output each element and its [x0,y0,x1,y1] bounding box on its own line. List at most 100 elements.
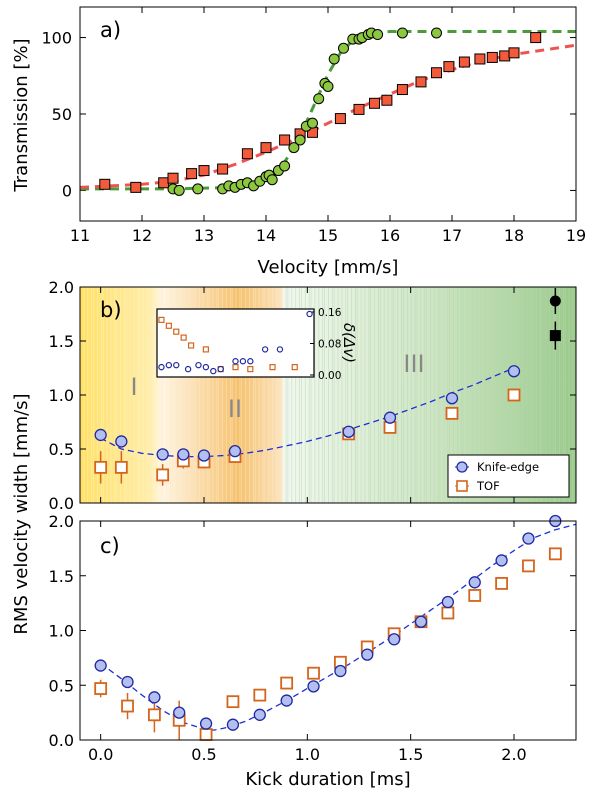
panel-a-xtick-label: 19 [566,226,586,245]
inset-tof-point [247,365,254,373]
inset-knife-point [195,361,202,369]
panel-a-square-point [381,94,393,106]
panel-a-ytick-label: 0 [62,181,72,200]
panel-a-xtick-label: 15 [318,226,338,245]
panel-c-knife-point [495,554,508,567]
panel-b-knife-point [342,425,355,438]
panel-a-ylabel: Transmission [%] [11,38,32,192]
panel-a-square-point [260,142,272,154]
panel-c-ytick-label: 0.0 [49,731,74,750]
panel-b-knife-point [115,435,128,448]
panel-a-circle-point [294,134,306,146]
panel-c-ytick-label: 0.5 [49,676,74,695]
panel-c-knife-point [253,708,266,721]
panel-a-square-point [396,84,408,96]
panel-a-square-point [130,181,142,193]
inset-tof-point [269,364,276,371]
panel-a-xtick-label: 17 [442,226,462,245]
panel-a-square-point [431,67,442,79]
inset-knife-point [247,358,254,365]
panel-a-square-point [443,61,455,73]
panel-a-xlabel: Velocity [mm/s] [258,257,399,278]
panel-c-ytick-label: 2.0 [49,512,74,531]
panel-a-xtick-label: 14 [256,226,276,245]
panel-a-square-point [279,134,291,146]
panel-a-square-point [99,178,111,190]
panel-a-xtick-label: 16 [380,226,400,245]
panel-a-circle-point [288,142,300,154]
legend-label-knife-edge: Knife-edge [477,460,539,474]
inset-knife-point [173,361,180,369]
legend: Knife-edge TOF [447,454,570,498]
inset-ylabel: δ(Δv) [340,323,358,363]
panel-b-knife-point [94,428,107,442]
panel-a: 11 12 13 14 15 16 17 18 19 0 50 100 [41,7,586,245]
panel-a-square-point [353,103,365,115]
panel-c-ytick-label: 1.5 [49,567,74,586]
region-label-3: III [403,350,424,378]
inset-tof-point [187,342,195,349]
legend-label-tof: TOF [476,479,500,493]
legend-marker-knife-edge [456,461,468,473]
panel-a-circle-point [338,42,349,54]
panel-a-circle-point [328,53,340,65]
panel-a-square-point [508,47,520,59]
panel-a-square-point [186,168,198,180]
legend-box [447,454,570,498]
panel-b-ytick-label: 0.5 [49,440,74,459]
panel-a-label: a) [100,18,121,42]
panel-a-circle-point [266,174,278,186]
panel-a-xtick-label: 18 [504,226,524,245]
panel-a-circle-point [173,184,185,196]
panel-b-ytick-label: 0.0 [49,494,74,513]
panel-b-tof-point [94,460,108,474]
panel-b-ytick-label: 1.5 [49,332,74,351]
inset-knife-point [184,365,192,373]
panel-c-xtick-label: 1.0 [295,745,320,764]
panel-c-knife-point [414,615,428,628]
inset-knife-point [239,358,247,365]
inset-tof-point [232,364,239,371]
panel-c-xlabel: Kick duration [ms] [245,769,410,790]
panel-b-knife-point [177,448,190,461]
panel-a-circle-point [372,29,384,41]
inset-knife-point [276,346,284,353]
inset-tof-point [165,322,172,329]
panel-a-fit-squares [79,43,577,189]
inset-knife-point [165,361,173,369]
panel-b-ytick-label: 1.0 [49,386,74,405]
panel-a-ytick-label: 100 [41,29,72,48]
panel-c-knife-point [361,648,374,661]
panel-c-knife-point [173,706,186,719]
panel-c-knife-point [121,675,134,689]
inset-tof-point [202,346,209,353]
inset-knife-point [210,367,217,375]
panel-c-tof-point [495,577,509,590]
panel-c-xtick-label: 0.0 [88,745,113,764]
panel-c-knife-point [522,532,535,545]
inset-tof-point [291,364,298,371]
panel-a-square-point [415,76,427,88]
panel-c-tof-point [522,559,535,573]
panel-a-square-point [474,53,486,65]
panel-c-xtick-label: 1.5 [398,745,423,764]
panel-b-knife-point [445,392,459,405]
panel-c-knife-point [387,633,401,646]
inset-knife-point [261,346,269,353]
region-label-2: II [228,395,242,423]
panel-a-square-point [158,177,170,189]
panel-b-reference-square [549,330,561,342]
panel-a-xtick-label: 11 [70,226,90,245]
panel-a-circle-point [307,117,318,129]
panel-c-knife-point [334,664,347,678]
inset-tof-point [180,334,187,341]
panel-bc-ylabel: RMS velocity width [mm/s] [11,393,32,634]
panel-b-label: b) [100,298,122,322]
panel-a-square-point [241,148,253,160]
panel-a-circle-point [192,183,204,195]
panel-c-xtick-label: 2.0 [501,745,526,764]
panel-a-xtick-label: 12 [132,226,152,245]
panel-c-tof-point [121,699,134,713]
panel-a-frame [79,6,577,222]
